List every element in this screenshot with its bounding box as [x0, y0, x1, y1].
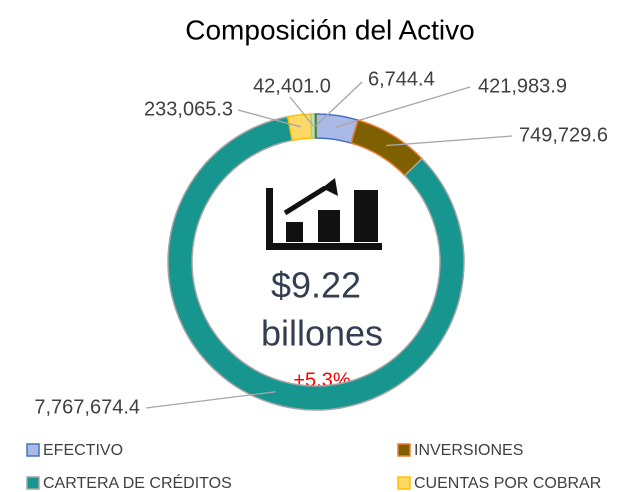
- data-label: 421,983.9: [478, 75, 567, 97]
- data-label: 6,744.4: [368, 68, 435, 90]
- center-unit: billones: [261, 313, 383, 354]
- data-label: 233,065.3: [144, 98, 233, 120]
- legend-swatch: [26, 476, 40, 490]
- leader-line: [335, 86, 471, 129]
- data-label: 749,729.6: [519, 124, 608, 146]
- center-value: $9.22: [271, 265, 361, 306]
- legend-label: CARTERA DE CRÉDITOS: [43, 473, 232, 492]
- chart-title: Composición del Activo: [185, 14, 474, 45]
- data-label: 7,767,674.4: [34, 396, 140, 418]
- chart-icon: [266, 178, 382, 250]
- leader-line: [289, 96, 314, 127]
- leader-line: [315, 81, 363, 127]
- legend-label: EFECTIVO: [43, 442, 123, 459]
- donut-slice: [167, 115, 465, 411]
- leader-line: [237, 109, 301, 128]
- legend-swatch: [397, 476, 411, 490]
- legend-label: INVERSIONES: [414, 442, 523, 459]
- data-label: 42,401.0: [253, 75, 331, 97]
- donut-slice: [314, 113, 317, 139]
- leader-line: [145, 391, 276, 409]
- legend-swatch: [26, 443, 40, 457]
- leader-line: [386, 135, 513, 147]
- donut-slice: [350, 119, 424, 177]
- legend-swatch: [397, 443, 411, 457]
- legend-label: CUENTAS POR COBRAR: [414, 475, 601, 492]
